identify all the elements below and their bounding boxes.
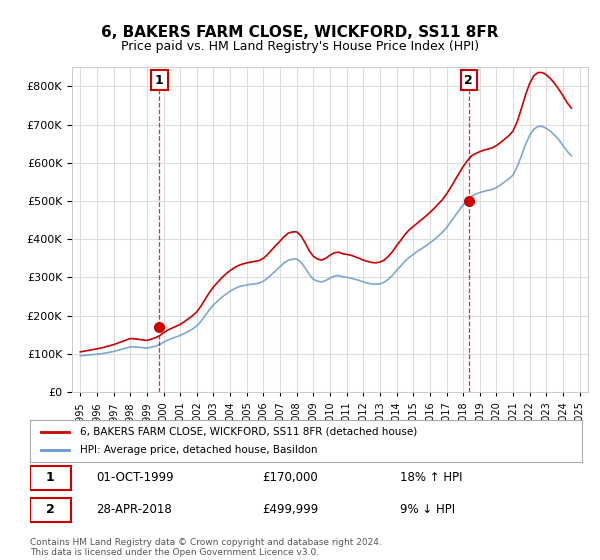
Text: 9% ↓ HPI: 9% ↓ HPI: [400, 503, 455, 516]
Text: 1: 1: [155, 74, 164, 87]
Text: 1: 1: [46, 472, 55, 484]
Text: 28-APR-2018: 28-APR-2018: [96, 503, 172, 516]
Text: 18% ↑ HPI: 18% ↑ HPI: [400, 472, 463, 484]
Text: 01-OCT-1999: 01-OCT-1999: [96, 472, 174, 484]
Text: HPI: Average price, detached house, Basildon: HPI: Average price, detached house, Basi…: [80, 445, 317, 455]
Text: 2: 2: [464, 74, 473, 87]
Text: 6, BAKERS FARM CLOSE, WICKFORD, SS11 8FR: 6, BAKERS FARM CLOSE, WICKFORD, SS11 8FR: [101, 25, 499, 40]
Text: £499,999: £499,999: [262, 503, 318, 516]
Text: £170,000: £170,000: [262, 472, 317, 484]
Text: Price paid vs. HM Land Registry's House Price Index (HPI): Price paid vs. HM Land Registry's House …: [121, 40, 479, 53]
Text: Contains HM Land Registry data © Crown copyright and database right 2024.
This d: Contains HM Land Registry data © Crown c…: [30, 538, 382, 557]
FancyBboxPatch shape: [30, 498, 71, 522]
Text: 2: 2: [46, 503, 55, 516]
Text: 6, BAKERS FARM CLOSE, WICKFORD, SS11 8FR (detached house): 6, BAKERS FARM CLOSE, WICKFORD, SS11 8FR…: [80, 427, 417, 437]
FancyBboxPatch shape: [30, 466, 71, 489]
